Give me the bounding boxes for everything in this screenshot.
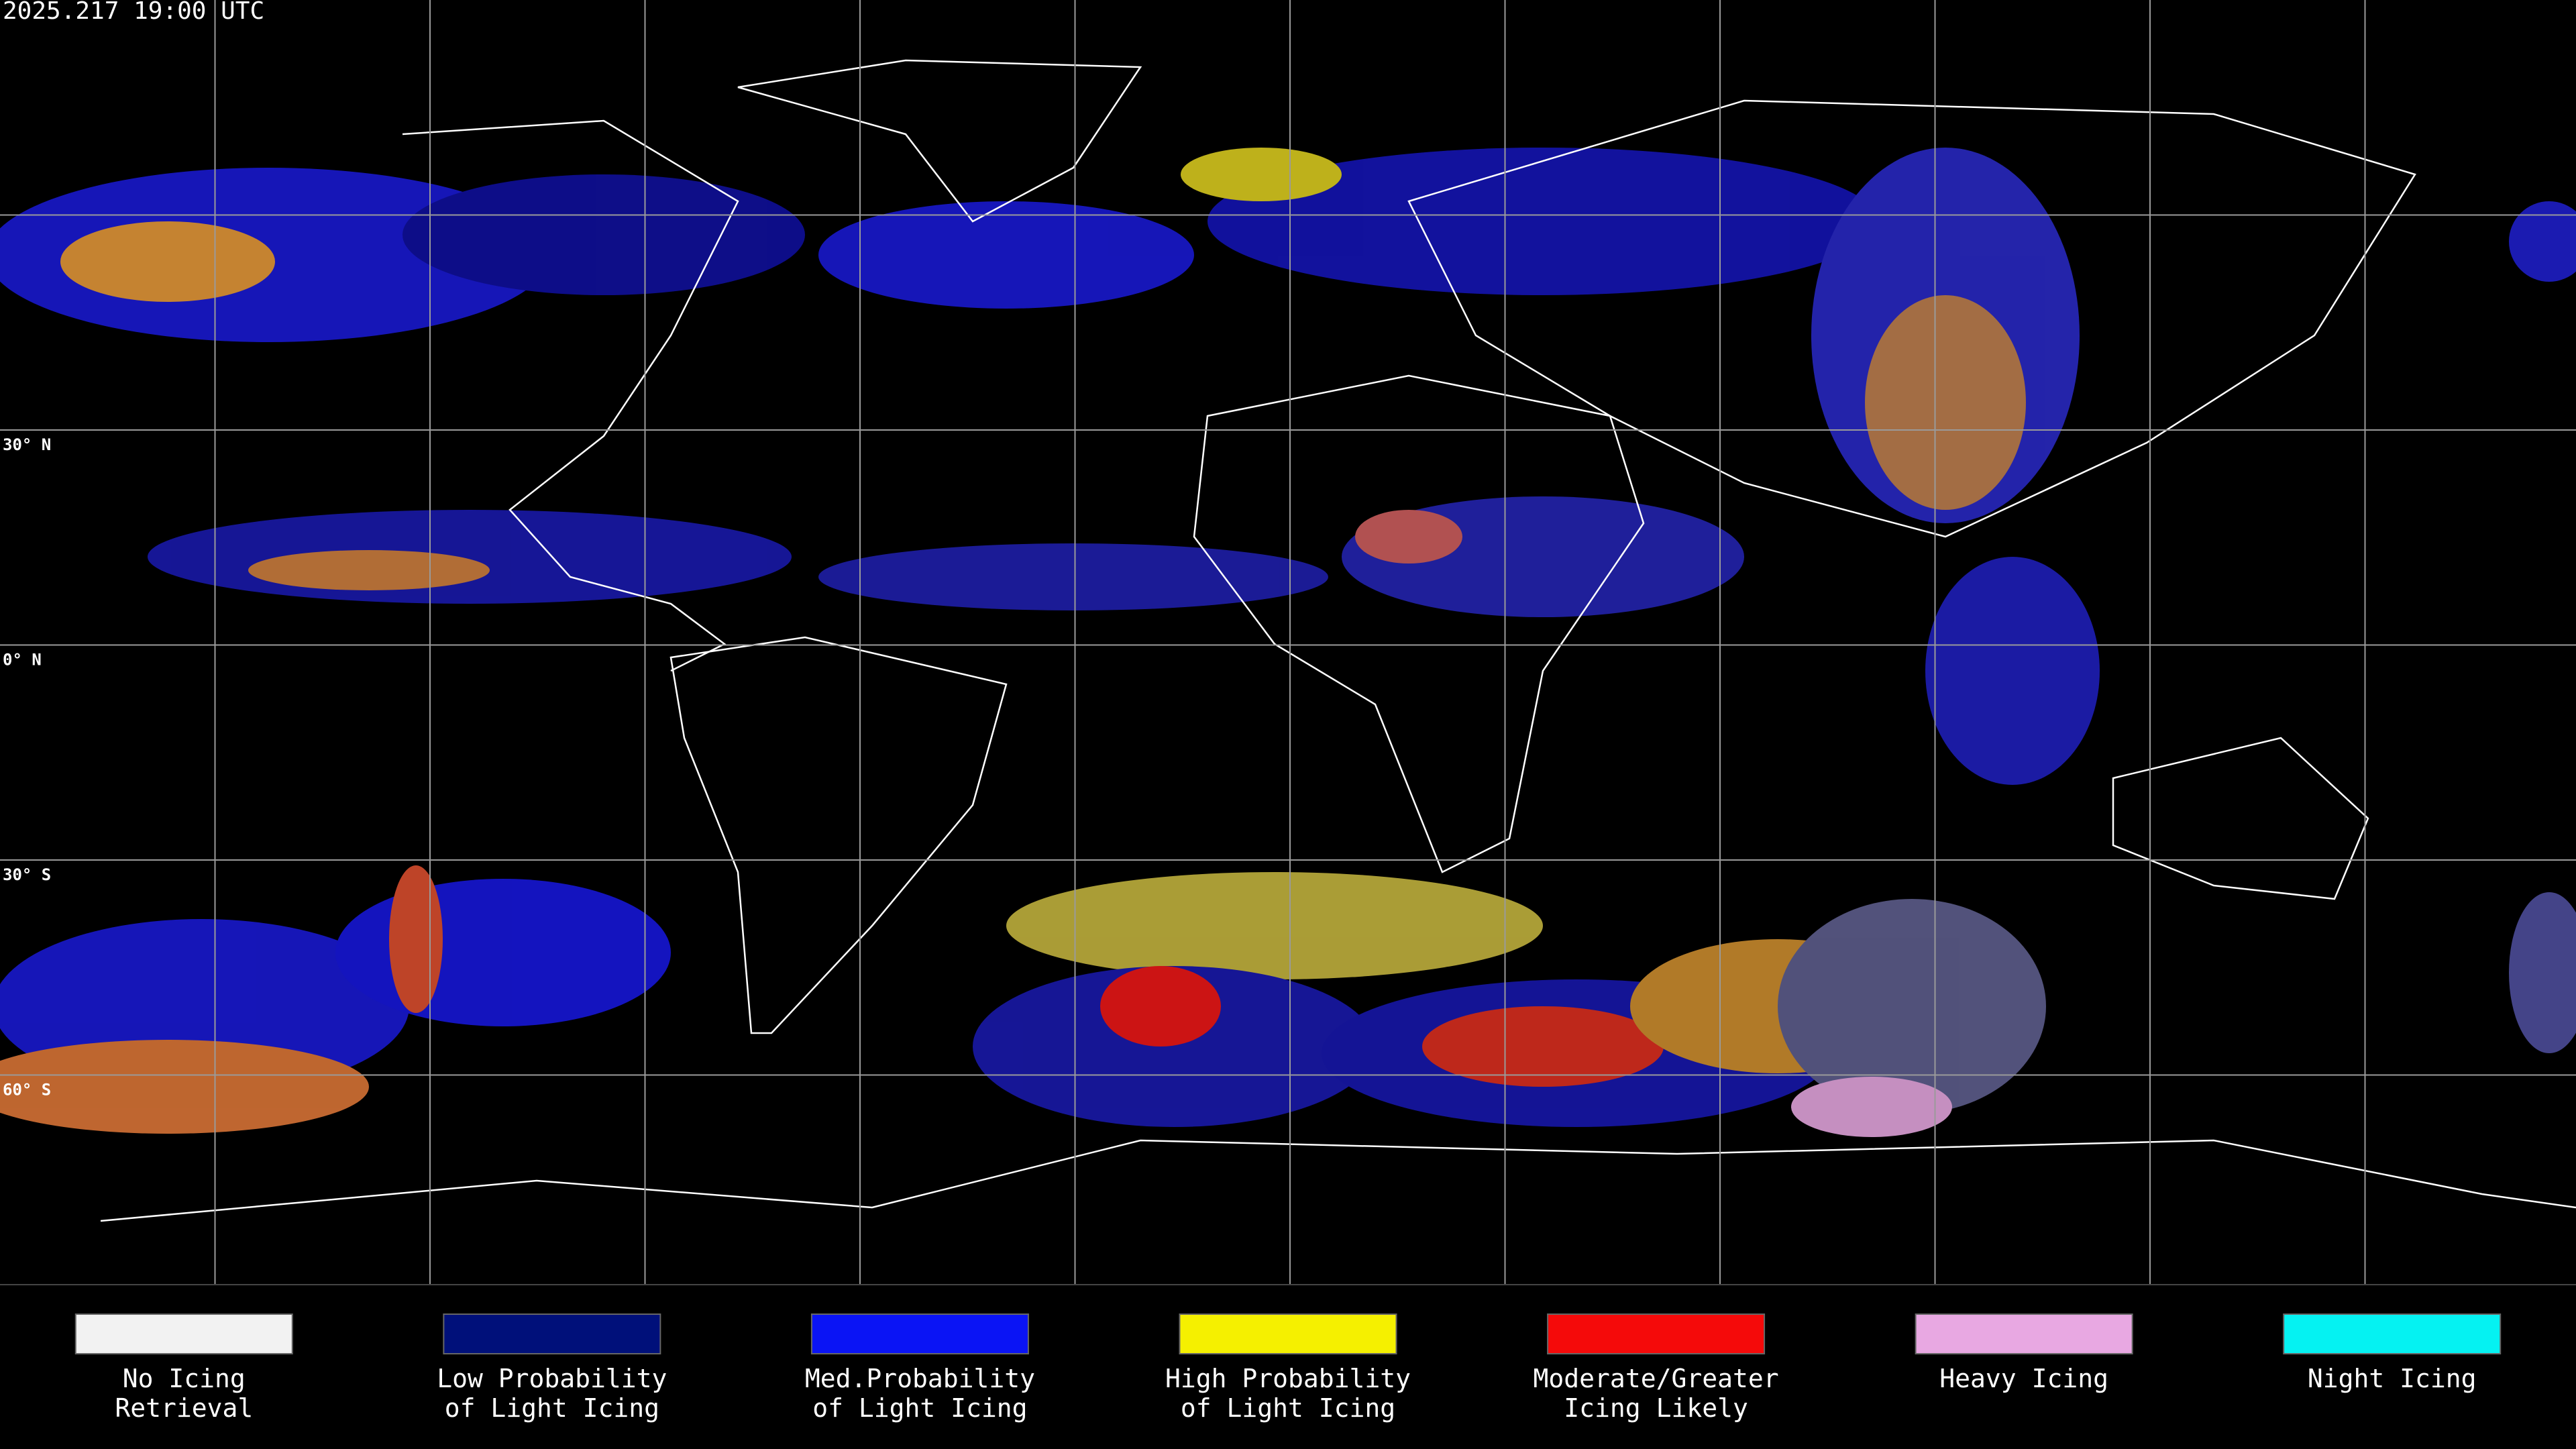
latitude-label: 60° S	[3, 1081, 51, 1099]
legend-label: High Probability	[1165, 1364, 1411, 1393]
icing-imagery	[0, 148, 2576, 1137]
coastlines	[100, 59, 2576, 1222]
legend-swatch	[1179, 1313, 1397, 1354]
legend-swatch	[1547, 1313, 1766, 1354]
legend-label: Moderate/Greater	[1534, 1364, 1779, 1393]
latitude-label: 0° N	[3, 651, 42, 669]
legend-label: Med.Probability	[805, 1364, 1035, 1393]
latitude-label: 30° S	[3, 865, 51, 884]
legend-label: Heavy Icing	[1939, 1364, 2108, 1393]
timestamp: 2025.217 19:00 UTC	[3, 0, 264, 25]
graticule	[0, 0, 2576, 1285]
legend-label: Icing Likely	[1564, 1393, 1748, 1423]
legend-swatch	[810, 1313, 1029, 1354]
legend-label: of Light Icing	[1181, 1393, 1395, 1423]
legend-label: of Light Icing	[445, 1393, 659, 1423]
legend-swatch	[1915, 1313, 2133, 1354]
legend-label: of Light Icing	[812, 1393, 1027, 1423]
legend-label: Retrieval	[115, 1393, 253, 1423]
legend-swatch	[74, 1313, 293, 1354]
latitude-label: 30° N	[3, 435, 51, 454]
legend-swatch	[443, 1313, 661, 1354]
legend-label: Night Icing	[2308, 1364, 2477, 1393]
icing-map	[0, 0, 2576, 1285]
legend-label: No Icing	[123, 1364, 246, 1393]
legend-label: Low Probability	[437, 1364, 667, 1393]
legend-swatch	[2283, 1313, 2502, 1354]
